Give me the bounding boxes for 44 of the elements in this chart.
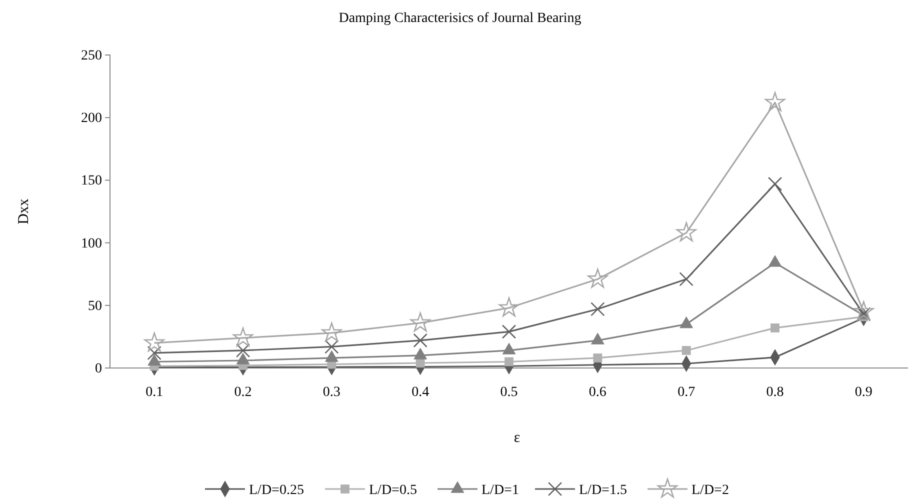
point	[504, 357, 514, 366]
point	[147, 346, 162, 360]
point	[768, 176, 782, 192]
y-tick-label: 150	[81, 174, 102, 189]
x-tick-label: 0.3	[322, 384, 340, 400]
x-tick-label: 0.8	[766, 384, 784, 400]
y-tick-label: 250	[81, 48, 102, 64]
point	[413, 333, 428, 348]
x-axis-title: ε	[514, 430, 520, 446]
point	[498, 297, 520, 317]
point	[236, 343, 250, 358]
legend-label: L/D=1.5	[579, 483, 627, 498]
point	[324, 340, 339, 354]
y-tick-label: 100	[81, 236, 102, 252]
point	[322, 322, 342, 342]
point	[232, 327, 254, 347]
x-tick-label: 0.5	[500, 384, 518, 400]
x-tick-label: 0.2	[234, 384, 252, 400]
point	[770, 323, 780, 332]
point	[854, 301, 874, 320]
point	[410, 312, 430, 332]
x-tick-label: 0.9	[854, 384, 872, 400]
point	[764, 92, 786, 112]
x-tick-label: 0.1	[146, 384, 164, 400]
point	[679, 272, 694, 286]
x-tick-label: 0.4	[412, 384, 430, 400]
point	[502, 324, 516, 339]
point	[144, 332, 164, 352]
y-tick-label: 50	[88, 298, 102, 314]
point	[590, 302, 605, 316]
y-tick-label: 0	[95, 361, 102, 376]
legend-label: L/D=0.5	[369, 483, 417, 498]
legend-label: L/D=0.25	[249, 483, 304, 498]
point	[593, 354, 602, 362]
x-tick-label: 0.7	[678, 384, 696, 400]
point	[676, 222, 696, 242]
chart-title: Damping Characterisics of Journal Bearing	[338, 11, 582, 26]
y-axis-title: Dxx	[16, 198, 32, 224]
legend-label: L/D=1	[482, 483, 519, 498]
y-tick-label: 200	[81, 111, 102, 126]
x-tick-label: 0.6	[588, 384, 606, 400]
point	[588, 268, 608, 288]
point	[682, 346, 691, 355]
legend-label: L/D=2	[692, 483, 729, 498]
